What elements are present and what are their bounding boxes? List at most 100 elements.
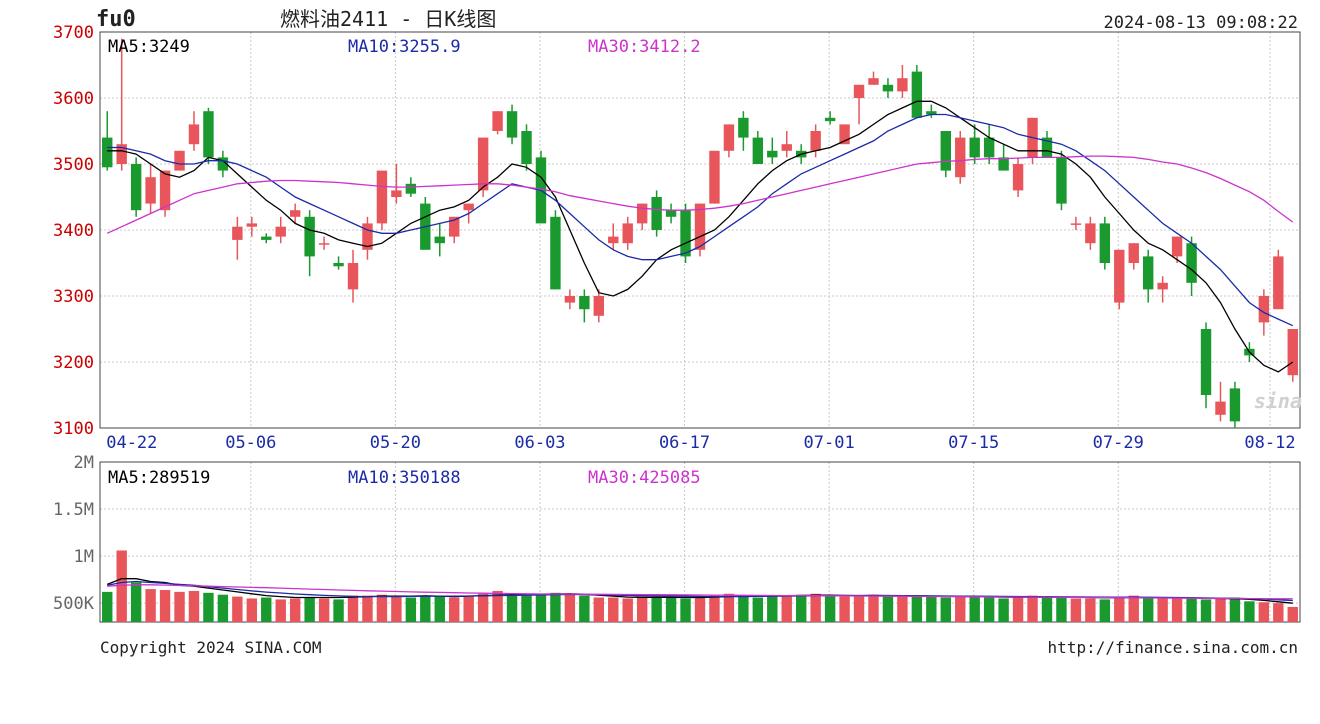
candle-body (1273, 256, 1284, 310)
volume-bar (579, 595, 590, 622)
candle-body (246, 223, 258, 227)
sina-watermark: sina (1254, 389, 1302, 413)
volume-bar (130, 582, 142, 622)
volume-bar (897, 596, 908, 622)
volume-bar (1056, 597, 1067, 622)
candle-body (1287, 329, 1298, 376)
volume-y-tick-label: 2M (74, 453, 94, 473)
volume-bar (477, 593, 489, 622)
candle-body (608, 236, 619, 244)
candle-body (738, 117, 749, 138)
volume-moving-averages (106, 578, 1293, 604)
volume-bar (217, 594, 229, 622)
candle-body (579, 296, 590, 310)
candle-body (709, 150, 720, 204)
volume-bar (376, 594, 388, 622)
candle-body (1142, 256, 1154, 290)
volume-bar (694, 597, 706, 622)
ma5-volume-legend: MA5:289519 (108, 468, 210, 488)
volume-bar (492, 590, 503, 622)
candle-body (275, 226, 286, 237)
volume-bar (1027, 595, 1038, 622)
candle-body (564, 296, 576, 303)
candle-body (159, 170, 171, 211)
date-tick-label: 08-12 (1244, 433, 1295, 453)
candle-body (853, 84, 865, 98)
candle-body (289, 210, 301, 217)
date-tick-label: 07-01 (804, 433, 855, 453)
candle-body (636, 203, 648, 224)
volume-bar (405, 597, 417, 622)
volume-bar (824, 595, 836, 622)
candle-body (506, 111, 518, 138)
price-y-tick-label: 3600 (53, 89, 94, 109)
candle-body (102, 137, 113, 168)
date-tick-label: 07-29 (1093, 433, 1144, 453)
candle-body (940, 131, 951, 171)
volume-bar (102, 591, 113, 622)
source-url: http://finance.sina.com.cn (1048, 638, 1298, 657)
volume-bar (391, 596, 402, 622)
candle-body (1085, 223, 1096, 244)
volume-bar (506, 593, 518, 622)
candle-body (232, 226, 243, 240)
volume-bar (1128, 595, 1139, 622)
candle-body (969, 137, 980, 158)
candle-body (651, 197, 662, 230)
candle-body (1186, 243, 1197, 283)
candle-body (130, 164, 142, 211)
volume-bar (1157, 598, 1168, 622)
symbol-label: fu0 (96, 7, 136, 32)
candle-body (1099, 223, 1111, 263)
volume-bar (781, 596, 792, 622)
candle-body (983, 137, 995, 158)
candle-body (391, 190, 402, 197)
volume-bar (1142, 597, 1154, 622)
volume-y-tick-label: 1.5M (53, 500, 94, 520)
ma5-price-legend: MA5:3249 (108, 37, 190, 57)
candle-body (1200, 329, 1212, 395)
ma10-price-legend: MA10:3255.9 (348, 37, 461, 57)
volume-bar (1215, 598, 1226, 622)
volume-bar (1070, 598, 1082, 622)
volume-bar (275, 599, 286, 622)
volume-y-tick-label: 500K (53, 594, 95, 614)
volume-bar (738, 595, 749, 622)
candle-body (694, 203, 706, 250)
volume-bar (839, 596, 850, 622)
candle-body (521, 131, 532, 164)
chart-title: 燃料油2411 - 日K线图 (280, 7, 496, 31)
candle-body (839, 124, 850, 145)
volume-bar (304, 597, 315, 622)
volume-bar (521, 595, 532, 622)
candle-body (1128, 243, 1139, 263)
volume-bar (564, 593, 576, 622)
volume-bar (203, 592, 214, 622)
volume-bar (796, 594, 807, 622)
candle-body (1258, 296, 1270, 323)
volume-bar (940, 597, 951, 622)
candle-body (622, 223, 633, 244)
volume-bar (810, 593, 821, 622)
volume-bar (1171, 597, 1183, 622)
candle-body (333, 263, 344, 267)
volume-bar (665, 597, 677, 622)
volume-bar (636, 596, 648, 622)
candle-body (405, 183, 417, 194)
candle-body (868, 78, 879, 85)
date-tick-label: 05-20 (370, 433, 421, 453)
copyright-text: Copyright 2024 SINA.COM (100, 638, 322, 657)
ma30-volume-legend: MA30:425085 (588, 468, 701, 488)
volume-bar (463, 596, 474, 622)
candle-body (1171, 236, 1183, 257)
price-ma30-line (106, 155, 1294, 234)
candle-body (926, 111, 937, 115)
candle-body (767, 150, 778, 158)
volume-bar (246, 598, 258, 622)
volume-y-tick-label: 1M (74, 547, 94, 567)
candle-body (1114, 249, 1125, 303)
price-y-axis: 3700 3600 3500 3400 3300 3200 3100 (53, 23, 94, 439)
candle-body (1070, 223, 1082, 225)
volume-bar (767, 595, 778, 622)
